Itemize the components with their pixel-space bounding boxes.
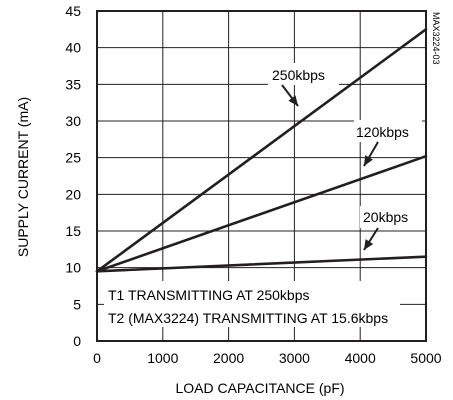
x-axis-title: LOAD CAPACITANCE (pF) — [175, 380, 344, 396]
y-tick-label-40: 40 — [65, 40, 81, 56]
chart-note: T1 TRANSMITTING AT 250kbps T2 (MAX3224) … — [104, 281, 400, 327]
y-tick-labels: 0 5 10 15 20 25 30 35 40 45 — [65, 3, 81, 349]
series-line-20kbps — [95, 255, 428, 273]
x-tick-label-5000: 5000 — [410, 350, 441, 366]
plot-border — [96, 10, 427, 342]
chart-note-line-1: T1 TRANSMITTING AT 250kbps — [108, 287, 310, 303]
x-tick-label-0: 0 — [93, 350, 101, 366]
series-label-20kbps-bg — [360, 206, 420, 228]
y-tick-label-10: 10 — [65, 260, 81, 276]
series-label-250kbps: 250kbps — [272, 67, 325, 83]
series-label-250kbps-arrowhead — [288, 95, 298, 106]
y-tick-label-0: 0 — [73, 333, 81, 349]
series-layer — [95, 28, 428, 273]
y-tick-label-35: 35 — [65, 76, 81, 92]
series-label-120kbps-bg — [354, 120, 422, 142]
x-tick-labels: 0 1000 2000 3000 4000 5000 — [93, 350, 442, 366]
x-tick-label-3000: 3000 — [279, 350, 310, 366]
y-tick-label-45: 45 — [65, 3, 81, 19]
y-tick-label-25: 25 — [65, 150, 81, 166]
series-label-120kbps-arrowhead — [364, 155, 373, 166]
y-tick-label-30: 30 — [65, 113, 81, 129]
series-labels: 250kbps 120kbps 20kbps — [268, 63, 422, 251]
chart-note-bg — [104, 281, 400, 327]
series-label-250kbps-bg — [268, 63, 339, 85]
figure-code: MAX3224-03 — [431, 12, 441, 65]
chart-note-line-2: T2 (MAX3224) TRANSMITTING AT 15.6kbps — [108, 310, 388, 326]
series-label-120kbps: 120kbps — [356, 124, 409, 140]
series-line-120kbps — [95, 154, 428, 273]
x-tick-label-4000: 4000 — [345, 350, 376, 366]
y-axis-title: SUPPLY CURRENT (mA) — [15, 97, 31, 257]
y-tick-label-5: 5 — [73, 296, 81, 312]
plot-frame — [96, 10, 427, 342]
y-tick-label-15: 15 — [65, 223, 81, 239]
x-tick-label-2000: 2000 — [213, 350, 244, 366]
series-label-20kbps-arrowhead — [364, 239, 374, 250]
series-line-250kbps — [95, 28, 428, 273]
series-label-20kbps: 20kbps — [363, 209, 408, 225]
x-tick-label-1000: 1000 — [147, 350, 178, 366]
y-tick-label-20: 20 — [65, 186, 81, 202]
